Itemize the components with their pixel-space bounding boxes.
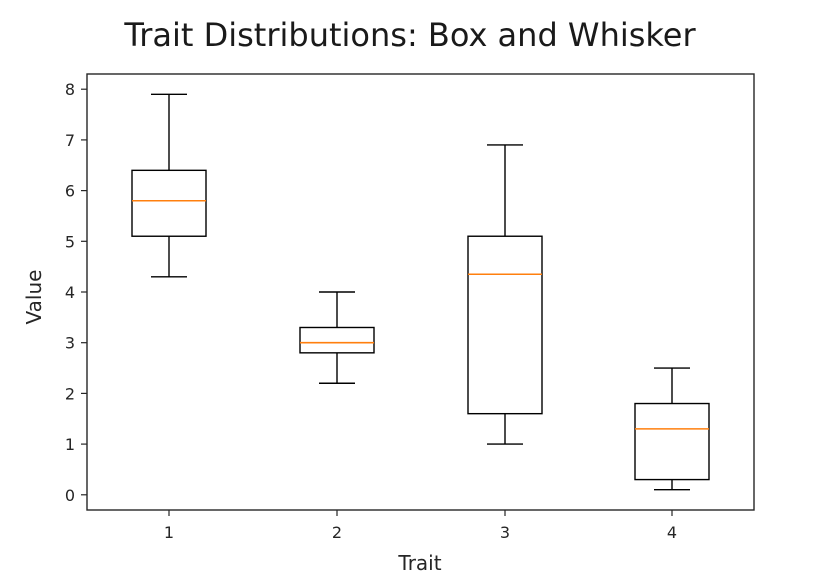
y-tick-label: 7 xyxy=(65,131,75,150)
plot-frame xyxy=(86,73,755,511)
chart-title: Trait Distributions: Box and Whisker xyxy=(123,16,696,54)
box-trait-4 xyxy=(634,367,710,491)
y-tick-label: 8 xyxy=(65,80,75,99)
x-tick-label: 1 xyxy=(164,523,174,542)
plot-area xyxy=(131,93,710,491)
iqr-box xyxy=(634,402,710,481)
iqr-box xyxy=(131,169,207,237)
box-trait-2 xyxy=(299,291,375,384)
y-tick-label: 4 xyxy=(65,283,75,302)
box-trait-3 xyxy=(467,144,543,445)
box-trait-1 xyxy=(131,93,207,278)
y-tick-label: 1 xyxy=(65,435,75,454)
y-axis-label: Value xyxy=(22,270,46,325)
y-tick-label: 3 xyxy=(65,334,75,353)
y-tick-label: 6 xyxy=(65,182,75,201)
iqr-box xyxy=(299,326,375,354)
y-axis: 0 1 2 3 4 5 6 7 8 xyxy=(65,80,87,505)
y-tick-label: 5 xyxy=(65,232,75,251)
y-tick-label: 0 xyxy=(65,486,75,505)
x-axis: 1 2 3 4 xyxy=(164,510,677,542)
x-axis-label: Trait xyxy=(397,551,441,575)
x-tick-label: 3 xyxy=(500,523,510,542)
x-tick-label: 4 xyxy=(667,523,677,542)
x-tick-label: 2 xyxy=(332,523,342,542)
iqr-box xyxy=(467,235,543,415)
y-tick-label: 2 xyxy=(65,384,75,403)
